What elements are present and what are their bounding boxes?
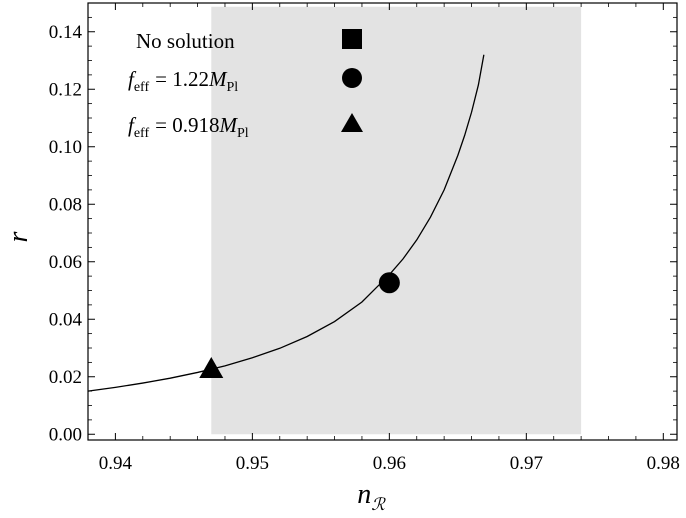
legend-circle-value: = 1.22	[155, 67, 209, 91]
legend: No solution feff = 1.22MPl feff = 0.918MPl	[128, 29, 363, 141]
legend-triangle-value: = 0.918	[155, 113, 219, 137]
tick-layer	[87, 3, 677, 440]
y-tick-label: 0.02	[49, 367, 82, 388]
y-tick-label: 0.06	[49, 252, 82, 273]
legend-circle-prefix-sub: eff	[134, 80, 150, 95]
legend-triangle-prefix: f	[128, 113, 137, 137]
x-axis-title-subscript: ℛ	[371, 495, 386, 514]
x-axis-title: nℛ	[357, 479, 386, 514]
shaded-region	[211, 6, 582, 435]
x-tick-label: 0.96	[373, 453, 406, 474]
shaded-region-layer	[211, 6, 582, 435]
x-axis-title-main: n	[357, 479, 371, 510]
x-tick-label: 0.95	[236, 453, 269, 474]
legend-circle-marker	[342, 68, 362, 88]
y-tick-label: 0.04	[49, 309, 83, 330]
legend-circle-prefix: f	[128, 67, 137, 91]
y-tick-label: 0.12	[49, 79, 82, 100]
y-tick-label: 0.14	[49, 22, 83, 43]
y-tick-labels: 0.00 0.02 0.04 0.06 0.08 0.10 0.12 0.14	[49, 22, 83, 446]
legend-label-no-solution: No solution	[136, 29, 235, 53]
x-tick-label: 0.97	[510, 453, 543, 474]
legend-circle-unit-sub: Pl	[226, 80, 238, 95]
data-point-triangle	[199, 356, 224, 378]
y-tick-label: 0.10	[49, 137, 82, 158]
x-tick-label: 0.98	[647, 453, 680, 474]
legend-circle-unit: M	[208, 67, 228, 91]
y-tick-label: 0.08	[49, 194, 82, 215]
plot-frame	[87, 2, 678, 441]
marker-layer	[199, 272, 400, 378]
y-tick-label: 0.00	[49, 424, 82, 445]
legend-label-triangle: feff = 0.918MPl	[128, 113, 249, 141]
legend-triangle-unit-sub: Pl	[237, 126, 249, 141]
legend-triangle-marker	[341, 113, 363, 132]
x-tick-label: 0.94	[99, 453, 133, 474]
series-curve-0	[87, 54, 485, 392]
legend-triangle-unit: M	[218, 113, 238, 137]
data-point-circle	[378, 272, 400, 294]
legend-triangle-prefix-sub: eff	[134, 126, 150, 141]
y-axis-title: r	[3, 231, 34, 242]
curve-layer	[87, 54, 485, 392]
legend-square-marker	[342, 29, 362, 49]
x-tick-labels: 0.94 0.95 0.96 0.97 0.98	[99, 453, 680, 474]
legend-label-circle: feff = 1.22MPl	[128, 67, 238, 95]
